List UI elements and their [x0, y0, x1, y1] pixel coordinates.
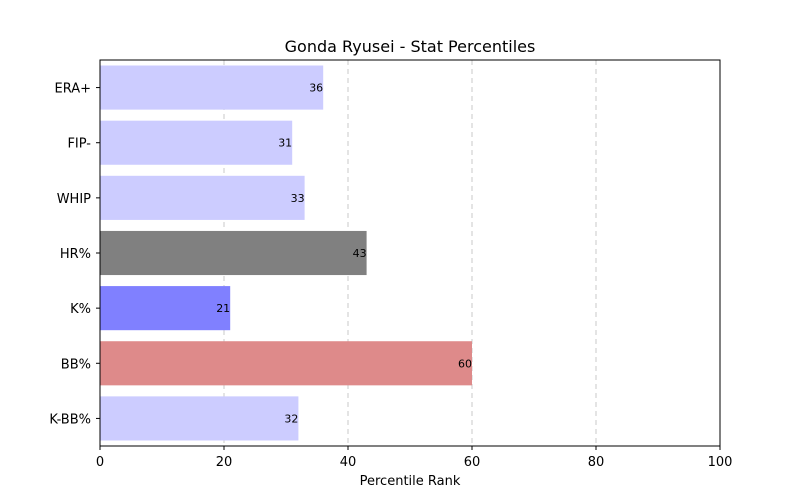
y-tick-label: HR%: [60, 247, 91, 262]
x-tick-label: 60: [464, 455, 481, 470]
bars: 36 31 33 43 21 60 32: [100, 65, 472, 441]
data-label: 32: [284, 412, 298, 425]
y-tick-label: WHIP: [57, 192, 91, 207]
data-label: 31: [278, 137, 292, 150]
y-tick-label: K%: [70, 302, 91, 317]
bar-bb-: [100, 341, 472, 386]
y-tick-labels: ERA+ FIP- WHIP HR% K% BB% K-BB%: [49, 82, 100, 427]
plot-frame: [99, 59, 721, 447]
data-label: 36: [309, 82, 323, 95]
x-tick-label: 80: [588, 455, 605, 470]
y-tick-label: BB%: [61, 357, 91, 372]
y-tick-label: K-BB%: [49, 412, 91, 427]
y-tick-label: FIP-: [67, 137, 91, 152]
data-label: 43: [353, 247, 367, 260]
data-label: 21: [216, 302, 230, 315]
x-tick-label: 40: [340, 455, 357, 470]
bar-whip: [100, 175, 305, 220]
data-label: 60: [458, 357, 472, 370]
data-label: 33: [291, 192, 305, 205]
x-tick-label: 20: [216, 455, 233, 470]
bar-fip-: [100, 120, 293, 165]
bar-hr-: [100, 230, 367, 276]
x-tick-label: 0: [96, 455, 104, 470]
chart-title: Gonda Ryusei - Stat Percentiles: [285, 37, 536, 56]
bar-era-: [100, 65, 324, 110]
x-axis-label: Percentile Rank: [360, 474, 461, 489]
x-ticks: 0 20 40 60 80 100: [96, 446, 733, 470]
y-tick-label: ERA+: [54, 82, 91, 97]
bar-k-: [100, 286, 231, 331]
x-tick-label: 100: [708, 455, 733, 470]
bar-k-bb-: [100, 396, 299, 441]
